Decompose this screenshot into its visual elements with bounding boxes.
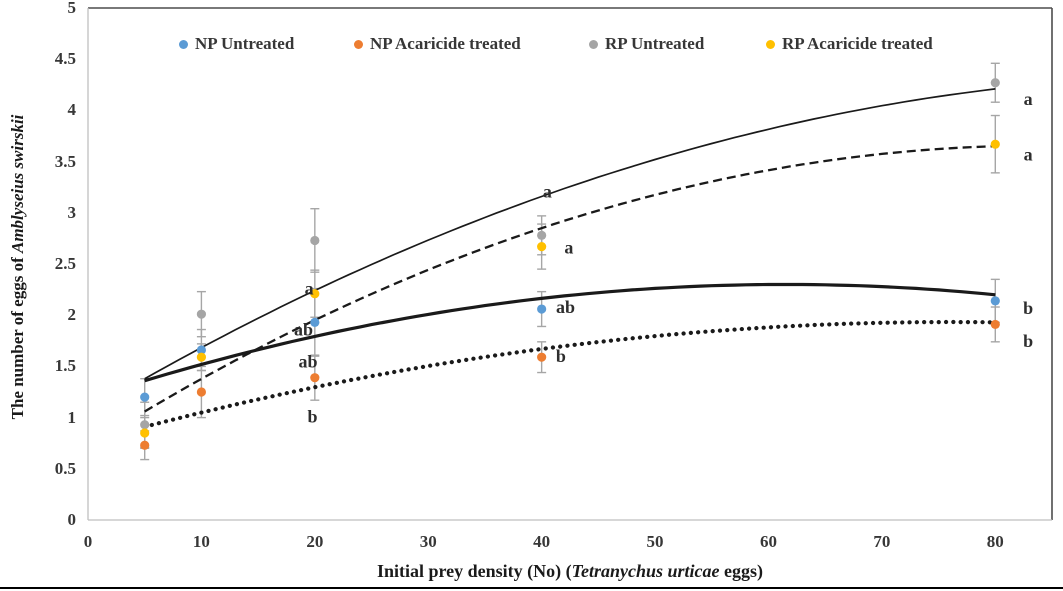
y-tick-label: 3: [67, 202, 77, 222]
y-axis-title-species: Amblyseius swirskii: [8, 114, 27, 253]
significance-letter: a: [1024, 144, 1033, 164]
y-tick-label: 0.5: [54, 458, 76, 478]
y-axis-title: The number of eggs of Amblyseius swirski…: [8, 67, 30, 467]
x-tick-label: 70: [873, 532, 891, 551]
significance-letter: a: [305, 279, 314, 299]
x-tick-label: 80: [986, 532, 1004, 551]
legend-marker-icon: [766, 39, 775, 49]
significance-letter: b: [556, 346, 566, 366]
data-point-rp-untreated: [310, 235, 320, 246]
legend-label: RP Untreated: [605, 34, 705, 53]
data-point-rp-acaricide-treated: [990, 139, 1000, 149]
legend-item-rp-untreated: RP Untreated: [589, 34, 705, 53]
x-axis-title-text: Initial prey density (No) (: [376, 561, 572, 581]
data-point-np-untreated: [140, 392, 150, 402]
fit-curve-np-untreated: [144, 282, 996, 383]
significance-letter: ab: [556, 297, 575, 317]
x-axis-title-species: Tetranychus urticae: [571, 561, 720, 581]
legend-marker-icon: [354, 39, 363, 49]
legend-label: RP Acaricide treated: [782, 34, 933, 53]
data-point-rp-untreated: [537, 230, 547, 240]
x-axis-title: Initial prey density (No) (Tetranychus u…: [88, 561, 1052, 582]
data-point-rp-acaricide-treated: [310, 289, 320, 299]
x-tick-label: 50: [646, 532, 664, 551]
legend-item-np-untreated: NP Untreated: [179, 34, 295, 53]
y-tick-label: 4: [67, 100, 77, 120]
data-point-np-acaricide-treated: [310, 373, 320, 383]
y-tick-label: 5: [67, 0, 77, 17]
x-axis-title-suffix: eggs): [719, 561, 764, 581]
y-tick-label: 0: [67, 510, 77, 529]
data-point-np-untreated: [196, 345, 207, 355]
x-tick-label: 60: [759, 532, 777, 551]
y-axis-title-text: The number of eggs of: [8, 253, 27, 420]
y-tick-label: 1: [67, 407, 77, 427]
data-point-np-acaricide-treated: [140, 440, 150, 450]
data-point-np-acaricide-treated: [990, 319, 1000, 330]
significance-letter: ab: [294, 320, 313, 340]
data-point-rp-untreated: [196, 309, 207, 319]
data-point-rp-acaricide-treated: [140, 428, 150, 438]
x-tick-label: 20: [306, 532, 324, 551]
data-point-rp-untreated: [140, 420, 150, 430]
fit-curve-np-acaricide-treated: [142, 319, 998, 429]
significance-letter: b: [1023, 331, 1033, 351]
legend-marker-icon: [179, 39, 188, 49]
significance-letter: a: [1024, 89, 1033, 109]
data-point-np-untreated: [537, 304, 547, 314]
chart-legend: NP Untreated NP Acaricide treated RP Untre…: [0, 0, 1063, 60]
significance-letter: a: [564, 238, 573, 258]
data-point-np-untreated: [990, 296, 1000, 306]
x-tick-label: 30: [419, 532, 437, 551]
x-tick-label: 10: [192, 532, 210, 551]
y-tick-label: 2.5: [54, 254, 76, 273]
data-point-rp-acaricide-treated: [537, 241, 547, 252]
significance-letter: ab: [299, 351, 318, 371]
data-point-rp-acaricide-treated: [196, 352, 207, 362]
significance-letter: b: [308, 407, 318, 427]
significance-letter: b: [1023, 298, 1033, 318]
x-tick-label: 0: [83, 532, 93, 551]
y-tick-label: 4.5: [54, 49, 76, 69]
y-tick-label: 3.5: [54, 151, 76, 171]
data-point-np-acaricide-treated: [537, 352, 547, 362]
legend-marker-icon: [589, 39, 598, 49]
fit-curve-rp-untreated: [144, 88, 996, 380]
data-point-np-untreated: [310, 317, 320, 327]
data-point-np-acaricide-treated: [196, 387, 207, 397]
legend-item-rp-acaricide-treated: RP Acaricide treated: [766, 34, 933, 53]
figure-bottom-border: [0, 587, 1063, 589]
x-tick-label: 40: [533, 532, 551, 551]
fit-curve-rp-acaricide-treated: [144, 145, 996, 413]
data-point-rp-untreated: [990, 78, 1000, 88]
legend-label: NP Untreated: [195, 34, 295, 53]
significance-letter: a: [543, 181, 552, 201]
y-tick-label: 1.5: [54, 356, 76, 376]
y-tick-label: 2: [67, 305, 77, 325]
legend-label: NP Acaricide treated: [370, 34, 521, 53]
legend-item-np-acaricide-treated: NP Acaricide treated: [354, 34, 521, 53]
